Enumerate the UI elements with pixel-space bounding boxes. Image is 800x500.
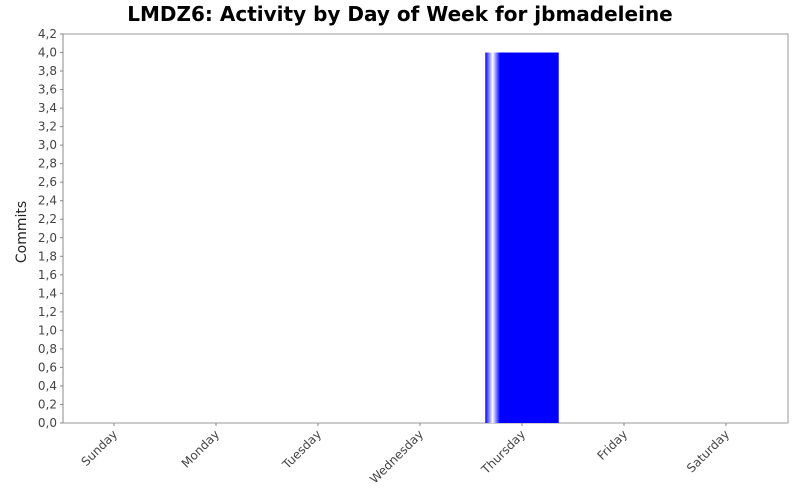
- y-axis-title: Commits: [14, 201, 30, 263]
- x-tick-label: Tuesday: [279, 427, 324, 472]
- y-tick-label: 0,4: [38, 379, 57, 393]
- x-tick-label: Monday: [179, 427, 222, 470]
- y-tick-label: 0,6: [38, 360, 57, 374]
- y-tick-label: 3,8: [38, 64, 57, 78]
- y-tick-label: 2,6: [38, 175, 57, 189]
- x-tick-label: Friday: [595, 427, 631, 463]
- y-tick-label: 1,2: [38, 305, 57, 319]
- y-tick-label: 1,6: [38, 268, 57, 282]
- bar-thursday: [485, 52, 559, 424]
- y-axis: 0,0 0,2 0,4 0,6 0,8 1,0 1,2 1,4 1,6 1,8 2,0 2,2 2,4 2…: [38, 27, 64, 430]
- y-tick-label: 3,2: [38, 120, 57, 134]
- y-tick-label: 2,4: [38, 194, 57, 208]
- bar-series: [485, 52, 559, 424]
- y-tick-label: 1,4: [38, 286, 57, 300]
- y-tick-label: 2,2: [38, 212, 57, 226]
- y-tick-label: 4,0: [38, 46, 57, 60]
- y-tick-label: 0,8: [38, 342, 57, 356]
- plot-area: [62, 33, 789, 424]
- x-tick-label: Saturday: [684, 427, 732, 475]
- y-tick-label: 3,0: [38, 138, 57, 152]
- x-tick-label: Wednesday: [367, 427, 426, 486]
- y-tick-label: 0,2: [38, 397, 57, 411]
- y-tick-label: 2,0: [38, 231, 57, 245]
- y-tick-label: 1,0: [38, 323, 57, 337]
- x-tick-label: Thursday: [478, 427, 528, 477]
- y-tick-label: 3,6: [38, 83, 57, 97]
- y-tick-label: 4,2: [38, 27, 57, 41]
- y-tick-label: 2,8: [38, 157, 57, 171]
- x-tick-label: Sunday: [78, 427, 120, 469]
- chart-title: LMDZ6: Activity by Day of Week for jbmad…: [127, 2, 673, 26]
- y-tick-label: 1,8: [38, 249, 57, 263]
- x-axis: Sunday Monday Tuesday Wednesday Thursday Frid…: [78, 423, 732, 486]
- y-tick-label: 0,0: [38, 416, 57, 430]
- y-tick-label: 3,4: [38, 101, 57, 115]
